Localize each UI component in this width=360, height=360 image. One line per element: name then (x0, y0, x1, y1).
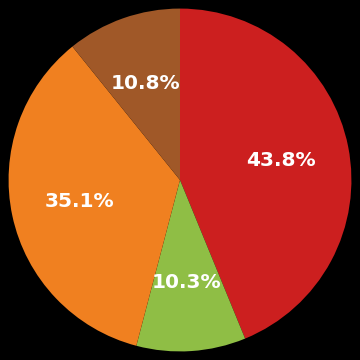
Wedge shape (136, 180, 245, 351)
Text: 43.8%: 43.8% (246, 150, 316, 170)
Wedge shape (9, 46, 180, 346)
Text: 10.3%: 10.3% (152, 273, 222, 292)
Wedge shape (72, 9, 180, 180)
Wedge shape (180, 9, 351, 339)
Text: 10.8%: 10.8% (111, 73, 181, 93)
Text: 35.1%: 35.1% (45, 192, 114, 211)
